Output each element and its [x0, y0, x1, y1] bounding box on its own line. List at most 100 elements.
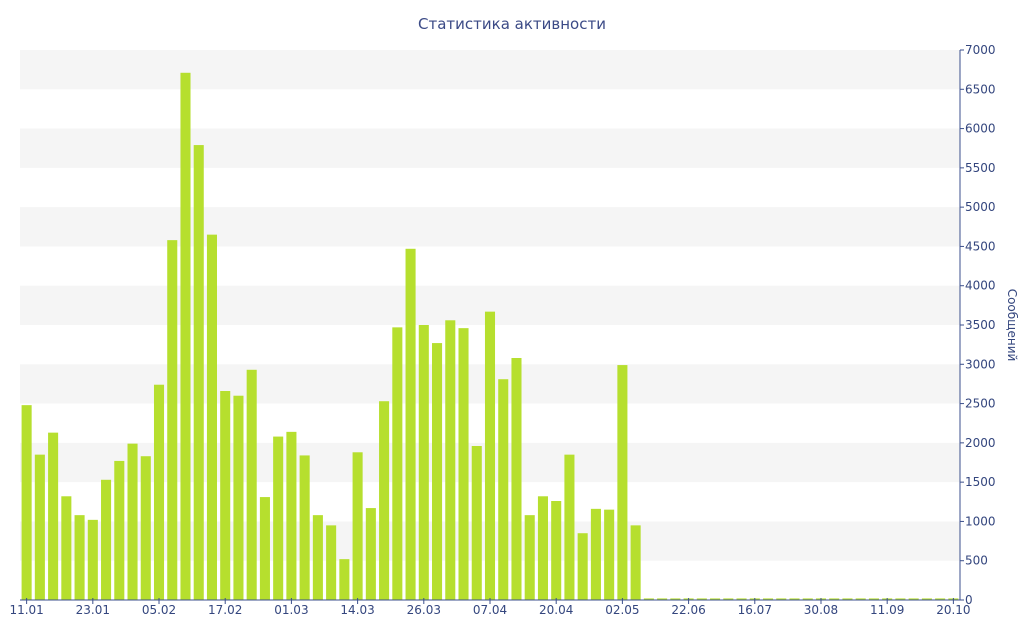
bar — [498, 379, 509, 600]
y-tick-label: 500 — [965, 554, 988, 568]
bar — [630, 525, 641, 600]
bar — [577, 533, 588, 600]
bar — [326, 525, 337, 600]
bar — [802, 598, 813, 600]
bar — [220, 391, 231, 600]
y-tick-label: 6500 — [965, 82, 996, 96]
x-tick-label: 11.01 — [9, 603, 43, 617]
x-tick-label: 02.05 — [605, 603, 639, 617]
bar — [233, 395, 244, 600]
bar — [127, 443, 138, 600]
bar — [484, 311, 496, 600]
bar — [299, 455, 310, 600]
y-tick-label: 2500 — [965, 397, 996, 411]
bar — [445, 320, 456, 600]
bar — [418, 325, 429, 600]
bar — [392, 327, 403, 600]
bar — [286, 431, 297, 600]
bar — [657, 598, 668, 600]
y-tick-label: 6000 — [965, 122, 996, 136]
bar — [21, 405, 32, 600]
bar — [339, 559, 350, 600]
y-tick-label: 1500 — [965, 475, 996, 489]
x-tick-label: 26.03 — [407, 603, 441, 617]
bar — [259, 497, 270, 600]
x-tick-label: 20.04 — [539, 603, 573, 617]
bar — [61, 496, 72, 600]
bar — [153, 384, 165, 600]
bar — [312, 515, 323, 600]
x-tick-label: 20.10 — [936, 603, 970, 617]
bar — [34, 454, 45, 600]
bar — [564, 454, 575, 600]
bar — [908, 598, 919, 600]
bar — [935, 598, 946, 600]
x-tick-label: 22.06 — [671, 603, 705, 617]
bar — [551, 501, 562, 600]
x-tick-label: 16.07 — [738, 603, 772, 617]
bar — [723, 598, 734, 600]
x-tick-label: 14.03 — [340, 603, 374, 617]
x-tick-label: 23.01 — [76, 603, 110, 617]
bar — [114, 460, 125, 600]
bar — [140, 456, 151, 600]
y-tick-label: 7000 — [965, 43, 996, 57]
y-tick-label: 5500 — [965, 161, 996, 175]
bar — [471, 446, 482, 600]
bar — [710, 598, 721, 600]
bar — [352, 452, 363, 600]
chart-title: Статистика активности — [418, 15, 606, 33]
y-tick-label: 1000 — [965, 514, 996, 528]
bar — [537, 496, 548, 600]
bar — [180, 72, 191, 601]
bar — [365, 508, 376, 600]
bar — [167, 240, 178, 600]
bar — [604, 509, 615, 600]
bar — [524, 515, 535, 600]
grid-band — [20, 128, 960, 168]
x-tick-label: 11.09 — [870, 603, 904, 617]
bar — [590, 508, 601, 600]
y-tick-label: 3500 — [965, 318, 996, 332]
y-tick-label: 5000 — [965, 200, 996, 214]
bar — [206, 234, 218, 600]
bar — [617, 365, 628, 600]
bar — [273, 436, 284, 600]
bar — [246, 369, 257, 600]
bar — [762, 598, 774, 600]
bar — [101, 479, 112, 600]
y-tick-label: 0 — [965, 593, 973, 607]
x-tick-label: 07.04 — [473, 603, 507, 617]
grid-band — [20, 50, 960, 90]
x-tick-label: 05.02 — [142, 603, 176, 617]
bar — [193, 145, 204, 601]
bar — [736, 598, 747, 600]
bar — [511, 358, 522, 600]
bar-series — [21, 72, 959, 601]
bar — [842, 598, 853, 600]
y-tick-label: 4500 — [965, 239, 996, 253]
bar — [432, 343, 443, 600]
bar — [696, 598, 707, 600]
bar — [379, 401, 390, 600]
bar — [855, 598, 866, 600]
x-tick-label: 17.02 — [208, 603, 242, 617]
bar — [48, 432, 59, 600]
bar — [921, 598, 932, 600]
y-tick-label: 2000 — [965, 436, 996, 450]
x-tick-label: 01.03 — [274, 603, 308, 617]
x-tick-label: 30.08 — [804, 603, 838, 617]
bar — [74, 515, 85, 600]
grid-band — [20, 207, 960, 247]
y-tick-label: 3000 — [965, 357, 996, 371]
bar — [670, 598, 681, 600]
y-axis-title: Сообщений — [1005, 289, 1019, 362]
bar — [776, 598, 787, 600]
y-axis: 0 500 1000 1500 2000 2500 3000 3500 4000 4500 5000… — [959, 43, 996, 607]
bar — [87, 519, 98, 600]
bar — [458, 328, 469, 600]
bar — [829, 598, 840, 600]
bar — [868, 598, 879, 600]
bar — [643, 598, 654, 600]
bar — [789, 598, 800, 600]
